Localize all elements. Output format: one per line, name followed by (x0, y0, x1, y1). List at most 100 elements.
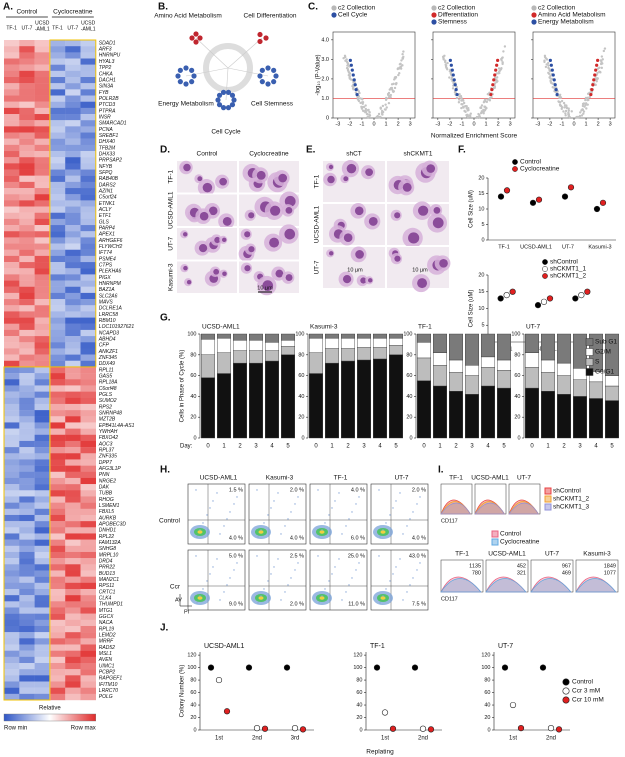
heatmap-cell (34, 354, 51, 361)
y-tick-label: 60 (356, 690, 362, 696)
bar-segment (325, 337, 340, 349)
gene-label: DAK (99, 485, 110, 491)
heatmap-cell (34, 348, 51, 355)
heatmap-cell (80, 490, 96, 497)
gene-label: HNRNPU (99, 53, 121, 59)
heatmap-cell (19, 348, 35, 355)
heatmap-cell (49, 650, 66, 658)
population (258, 596, 264, 600)
bar-segment (200, 377, 215, 439)
heatmap-cell (19, 669, 35, 676)
heatmap-cell (4, 64, 20, 72)
heatmap-cell (4, 52, 20, 59)
gene-label: AVEN (98, 657, 113, 663)
gene-set-point (554, 86, 558, 89)
y-tick-label: 80 (484, 678, 490, 684)
heatmap-cell (19, 644, 35, 651)
gene-set-point (345, 58, 348, 61)
bar-segment (449, 359, 464, 373)
quadrant-value: 5.0 % (229, 553, 243, 559)
event (297, 562, 299, 564)
gene-set-point (545, 63, 548, 66)
gene-label: GLS (99, 219, 110, 225)
heatmap-cell (65, 638, 81, 645)
heatmap-cell (4, 323, 20, 331)
legend-marker (542, 266, 548, 272)
bar-segment (557, 362, 572, 376)
legend-label: G2/M (595, 349, 611, 356)
nucleus (408, 232, 420, 244)
heatmap-cell (34, 514, 51, 522)
bar-segment (573, 379, 588, 397)
bar-segment (589, 381, 604, 399)
gene-set-point (480, 104, 484, 107)
x-tick-label: 1st (381, 736, 389, 742)
heatmap-cell (34, 379, 51, 386)
gene-set-point (460, 99, 463, 102)
gene-label: IFT74 (99, 250, 112, 256)
event (290, 577, 292, 579)
heatmap-cell (65, 194, 81, 201)
column-label: -AML1 (35, 26, 50, 32)
heatmap-cell (19, 595, 35, 602)
heatmap-cell (65, 490, 81, 497)
heatmap-cell (80, 465, 96, 472)
x-tick-label: 3 (470, 444, 474, 450)
quadrant-value: 11.0 % (348, 601, 365, 607)
x-tick-label: 2nd (418, 736, 428, 742)
heatmap-cell (19, 373, 35, 380)
gene-set-point (393, 86, 397, 90)
heatmap-cell (19, 262, 35, 269)
highlight-point (549, 63, 553, 67)
heatmap-cell (65, 397, 81, 405)
heatmap-cell (34, 385, 51, 392)
heatmap-cell (80, 360, 96, 368)
bar-segment (525, 333, 540, 353)
heatmap-cell (65, 163, 81, 170)
gene-label: RBM10 (99, 318, 116, 324)
nucleus (219, 177, 227, 186)
heatmap-cell (19, 151, 35, 158)
heatmap-cell (4, 212, 20, 220)
gene-label: SUMO2 (99, 398, 117, 404)
gene-label: SLC2A6 (99, 293, 118, 299)
y-tick-label: 0 (301, 435, 304, 441)
heatmap-cell (49, 157, 66, 164)
heatmap-cell (49, 329, 66, 337)
network-node (189, 79, 195, 85)
heatmap-cell (80, 274, 96, 281)
legend-max: Row max (71, 726, 96, 732)
heatmap-cell (34, 151, 51, 158)
heatmap-cell (19, 607, 35, 614)
bar-segment (389, 337, 404, 346)
heatmap-cell (4, 379, 20, 386)
heatmap-cell (49, 440, 66, 448)
heatmap-cell (34, 576, 51, 584)
gene-label: SIN3A (99, 84, 114, 90)
gene-set-point (586, 103, 589, 106)
gene-set-point (600, 66, 604, 70)
legend-label: shCKMT1_3 (553, 504, 590, 511)
gene-set-point (345, 66, 349, 70)
gene-label: PGLS (99, 392, 113, 398)
heatmap-cell (4, 484, 20, 491)
heatmap-cell (4, 329, 20, 337)
legend-label: S (595, 359, 600, 366)
heatmap-cell (4, 527, 20, 534)
heatmap-cell (34, 225, 51, 232)
heatmap-cell (19, 107, 35, 115)
bar-segment (309, 352, 324, 374)
gene-set-point (578, 114, 582, 118)
gene-label: ARF3 (98, 47, 112, 53)
gene-set-point (482, 112, 485, 115)
highlight-point (496, 58, 500, 62)
gene-set-point (500, 66, 503, 70)
y-tick-label: 10 (478, 206, 484, 212)
highlight-point (352, 78, 356, 82)
y-tick-label: 100 (353, 665, 362, 671)
event (277, 492, 279, 494)
heatmap-cell (80, 675, 96, 682)
gene-set-point (563, 104, 567, 107)
heatmap-cell (49, 188, 66, 195)
